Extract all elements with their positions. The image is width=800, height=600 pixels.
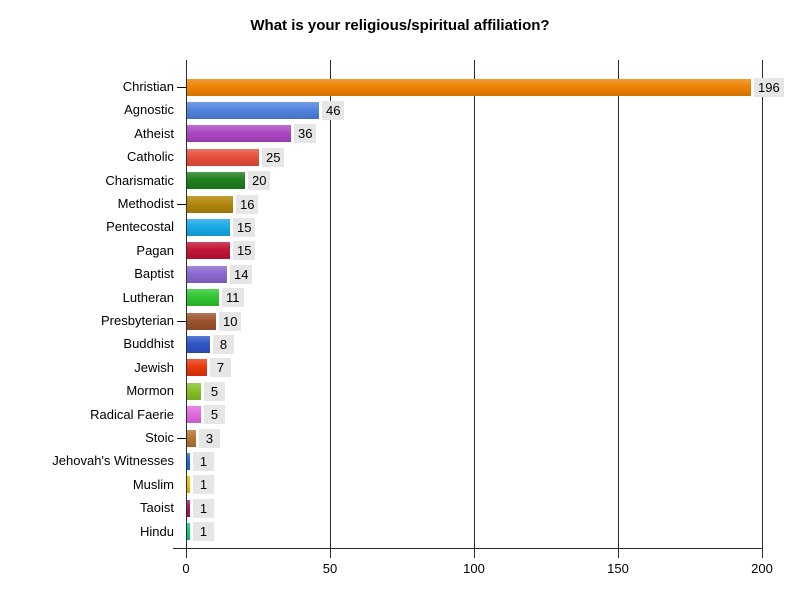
chart-title: What is your religious/spiritual affilia… [250,17,550,34]
bar [187,219,230,236]
category-label: Atheist [134,126,174,141]
value-badge: 46 [322,101,345,120]
x-axis-tick-label: 50 [322,561,338,576]
category-label: Pentecostal [106,219,174,234]
category-label: Muslim [132,477,174,492]
category-label: Jehovah's Witnesses [52,453,174,468]
value-badge: 1 [193,499,214,518]
bar [187,242,230,259]
bar [187,430,196,447]
value-badge: 16 [236,195,259,214]
category-label: Presbyterian [101,313,174,328]
category-label: Stoic [145,430,174,445]
gridline [618,60,619,548]
bar [187,383,201,400]
value-badge: 20 [248,171,271,190]
x-axis-tick [618,548,619,558]
category-label: Buddhist [123,336,174,351]
category-label: Charismatic [105,173,174,188]
y-axis-line [186,60,187,548]
category-label: Radical Faerie [90,407,174,422]
value-badge: 11 [222,288,244,307]
value-badge: 5 [204,382,225,401]
value-badge: 10 [219,312,242,331]
category-label: Christian [122,79,174,94]
x-axis-tick [762,548,763,558]
value-badge: 15 [233,218,256,237]
bar [187,476,190,493]
x-axis-tick-label: 200 [751,561,773,576]
x-axis-line [173,548,763,549]
bar [187,79,751,96]
value-badge: 7 [210,358,231,377]
x-axis-tick [186,548,187,558]
bar [187,313,216,330]
x-axis-tick [330,548,331,558]
category-label: Lutheran [122,290,174,305]
bar [187,523,190,540]
category-label: Mormon [126,383,174,398]
category-label: Methodist [117,196,174,211]
bar [187,196,233,213]
category-tick [177,438,186,439]
bar [187,289,219,306]
value-badge: 196 [754,78,784,97]
value-badge: 14 [230,265,253,284]
category-tick [177,204,186,205]
gridline [474,60,475,548]
bar [187,406,201,423]
bar [187,102,319,119]
category-label: Jewish [134,360,174,375]
bar [187,359,207,376]
category-label: Hindu [140,524,174,539]
x-axis-tick-label: 150 [607,561,629,576]
category-label: Baptist [134,266,174,281]
value-badge: 8 [213,335,234,354]
bar [187,453,190,470]
category-tick [177,321,186,322]
x-axis-tick [474,548,475,558]
bar [187,172,245,189]
x-axis-tick-label: 0 [182,561,190,576]
x-axis-tick-label: 100 [463,561,485,576]
gridline [330,60,331,548]
gridline [762,60,763,548]
bar [187,125,291,142]
bar [187,500,190,517]
bar [187,149,259,166]
value-badge: 3 [199,429,220,448]
value-badge: 1 [193,475,214,494]
value-badge: 1 [193,452,214,471]
category-tick [177,87,186,88]
category-label: Pagan [136,243,174,258]
value-badge: 25 [262,148,285,167]
bar [187,336,210,353]
value-badge: 36 [294,124,317,143]
value-badge: 15 [233,241,256,260]
category-label: Taoist [140,500,174,515]
value-badge: 5 [204,405,225,424]
category-label: Catholic [127,149,174,164]
bar [187,266,227,283]
category-label: Agnostic [124,102,174,117]
value-badge: 1 [193,522,214,541]
